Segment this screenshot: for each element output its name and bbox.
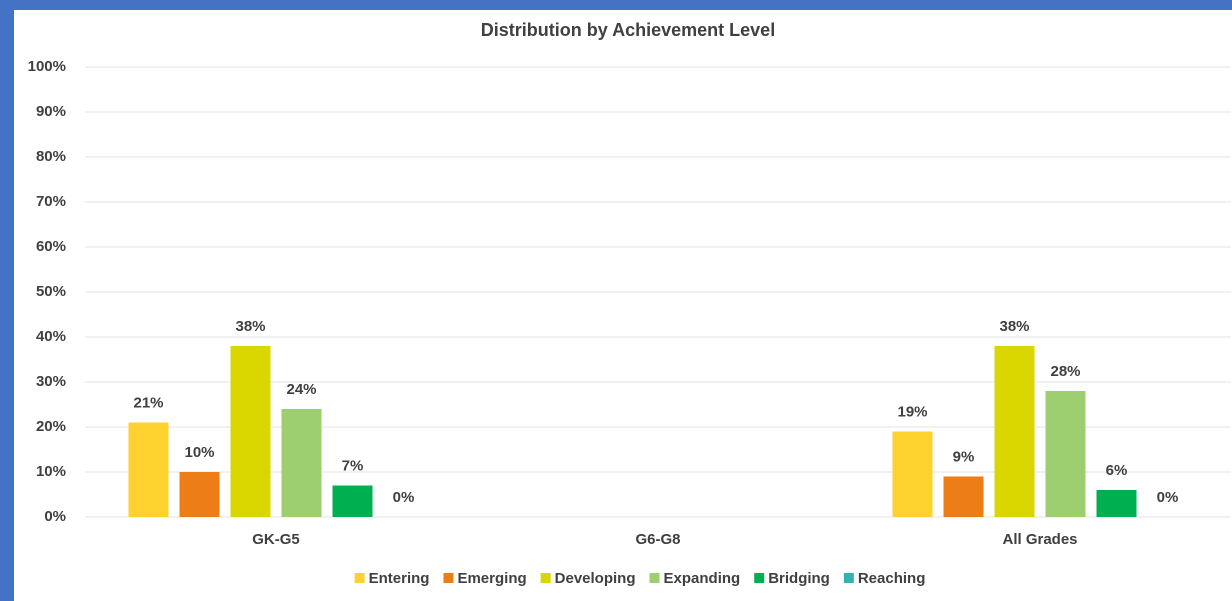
y-tick-label: 80%: [36, 148, 66, 165]
data-label: 38%: [235, 318, 265, 335]
y-tick-label: 30%: [36, 373, 66, 390]
bar: [892, 431, 933, 517]
data-label: 19%: [897, 403, 927, 420]
data-label: 0%: [1157, 489, 1179, 506]
legend-label: Expanding: [664, 570, 741, 587]
legend-swatch: [443, 573, 454, 583]
y-tick-label: 20%: [36, 418, 66, 435]
y-tick-label: 50%: [36, 283, 66, 300]
y-tick-label: 0%: [44, 508, 66, 525]
y-tick-label: 70%: [36, 193, 66, 210]
legend-swatch: [754, 573, 765, 583]
x-tick-label: GK-G5: [252, 531, 300, 548]
bar: [128, 422, 169, 517]
data-label: 6%: [1106, 462, 1128, 479]
legend-swatch: [843, 573, 854, 583]
legend-label: Reaching: [858, 570, 926, 587]
y-tick-label: 10%: [36, 463, 66, 480]
legend-swatch: [354, 573, 365, 583]
y-tick-label: 60%: [36, 238, 66, 255]
bar: [332, 485, 373, 517]
legend-label: Bridging: [768, 570, 830, 587]
bar: [230, 346, 271, 517]
bar: [281, 409, 322, 517]
data-label: 38%: [999, 318, 1029, 335]
bar: [1045, 391, 1086, 517]
bar: [994, 346, 1035, 517]
data-label: 21%: [133, 394, 163, 411]
data-label: 7%: [342, 457, 364, 474]
bar: [943, 476, 984, 517]
bar: [1096, 490, 1137, 517]
y-tick-label: 100%: [28, 58, 66, 75]
y-tick-label: 40%: [36, 328, 66, 345]
legend-label: Entering: [369, 570, 430, 587]
x-tick-label: G6-G8: [635, 531, 680, 548]
data-label: 24%: [286, 381, 316, 398]
y-tick-label: 90%: [36, 103, 66, 120]
x-tick-label: All Grades: [1002, 531, 1077, 548]
data-label: 28%: [1050, 363, 1080, 380]
data-label: 10%: [184, 444, 214, 461]
data-label: 0%: [393, 489, 415, 506]
bar: [179, 472, 220, 517]
legend-label: Emerging: [457, 570, 526, 587]
legend-swatch: [649, 573, 660, 583]
legend-swatch: [540, 573, 551, 583]
legend-label: Developing: [555, 570, 636, 587]
data-label: 9%: [953, 448, 975, 465]
chart-title: Distribution by Achievement Level: [481, 20, 775, 40]
